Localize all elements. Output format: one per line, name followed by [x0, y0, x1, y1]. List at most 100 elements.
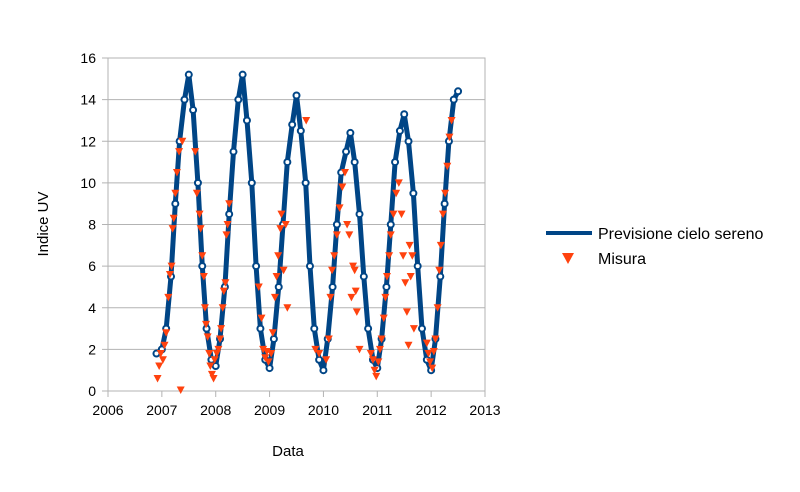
previsione-point	[449, 95, 458, 104]
gridlines	[108, 57, 485, 392]
previsione-point	[332, 220, 341, 229]
misura-point	[192, 189, 201, 198]
y-tick-label: 8	[88, 217, 96, 233]
legend-label-previsione: Previsione cielo sereno	[598, 226, 764, 243]
misura-point	[264, 358, 273, 366]
previsione-point	[342, 147, 351, 156]
misura-point	[399, 252, 408, 260]
x-tick-label: 2010	[308, 402, 339, 418]
previsione-point	[189, 106, 198, 115]
previsione-point	[404, 137, 413, 146]
previsione-point	[346, 128, 355, 137]
misura-point	[222, 231, 231, 239]
misura-point	[191, 148, 200, 156]
misura-point	[160, 341, 169, 350]
misura-point	[370, 366, 379, 375]
y-tick-label: 6	[88, 258, 96, 274]
misura-point	[402, 308, 411, 316]
misura-point	[223, 221, 232, 229]
previsione-point	[400, 110, 409, 119]
previsione-point	[238, 70, 247, 79]
misura-point	[422, 339, 431, 348]
misura-point	[345, 231, 354, 239]
misura-point	[436, 241, 445, 250]
misura-point	[168, 225, 177, 233]
misura-point	[205, 350, 214, 358]
misura-point	[330, 252, 339, 260]
misura-point	[164, 293, 173, 302]
previsione-point	[247, 178, 256, 187]
previsione-point	[242, 116, 251, 125]
previsione-point	[328, 282, 337, 291]
misura-point	[408, 252, 417, 260]
misura-point	[347, 293, 356, 302]
misura-point	[326, 293, 335, 302]
previsione-point	[301, 178, 310, 187]
previsione-point	[319, 366, 328, 375]
misura-point	[397, 210, 406, 219]
misura-point	[158, 356, 167, 364]
previsione-point	[350, 158, 359, 167]
misura-point	[385, 252, 394, 260]
misura-point	[276, 225, 285, 233]
x-tick-label: 2013	[469, 402, 500, 418]
misura-point	[254, 283, 263, 291]
misura-point	[272, 273, 281, 281]
misura-point	[176, 386, 185, 394]
misura-point	[156, 350, 165, 358]
misura-point	[445, 133, 454, 142]
previsione-point	[265, 364, 274, 373]
misura-point	[328, 266, 337, 275]
misura-point	[169, 214, 178, 223]
misura-point	[349, 262, 358, 271]
misura-point	[203, 333, 212, 341]
misura-point	[283, 304, 292, 312]
misura-point	[372, 372, 381, 381]
previsione-point	[274, 282, 283, 291]
x-tick-label: 2007	[146, 402, 177, 418]
previsione-point	[391, 158, 400, 167]
misura-point	[200, 304, 209, 312]
misura-point	[381, 293, 390, 302]
misura-point	[221, 279, 230, 287]
series-misura	[153, 116, 456, 394]
previsione-point	[198, 262, 207, 271]
y-axis-title: Indice UV	[35, 191, 52, 256]
misura-point	[225, 200, 234, 208]
misura-point	[375, 345, 384, 354]
misura-point	[167, 262, 176, 271]
misura-point	[198, 252, 207, 260]
x-tick-label: 2012	[416, 402, 447, 418]
misura-point	[315, 350, 324, 358]
misura-point	[175, 148, 184, 156]
previsione-point	[395, 126, 404, 135]
y-tick-label: 4	[88, 300, 96, 316]
misura-point	[277, 210, 286, 219]
misura-point	[343, 221, 352, 229]
misura-point	[178, 137, 187, 146]
misura-point	[441, 189, 450, 198]
misura-point	[257, 314, 266, 323]
misura-point	[279, 266, 288, 275]
y-tick-label: 14	[80, 92, 96, 108]
previsione-point	[171, 199, 180, 208]
x-tick-label: 2008	[200, 402, 231, 418]
misura-point	[218, 304, 227, 312]
misura-point	[214, 345, 223, 354]
x-tick-label: 2009	[254, 402, 285, 418]
misura-point	[433, 304, 442, 312]
y-tick-label: 12	[80, 133, 96, 149]
misura-point	[401, 279, 410, 287]
misura-point	[217, 325, 226, 333]
previsione-point	[288, 120, 297, 129]
previsione-point	[454, 87, 463, 96]
misura-point	[406, 273, 415, 281]
previsione-point	[364, 324, 373, 333]
previsione-point	[225, 210, 234, 219]
previsione-point	[252, 262, 261, 271]
x-tick-label: 2006	[92, 402, 123, 418]
previsione-point	[292, 91, 301, 100]
misura-point	[267, 350, 276, 358]
misura-point	[338, 183, 347, 192]
